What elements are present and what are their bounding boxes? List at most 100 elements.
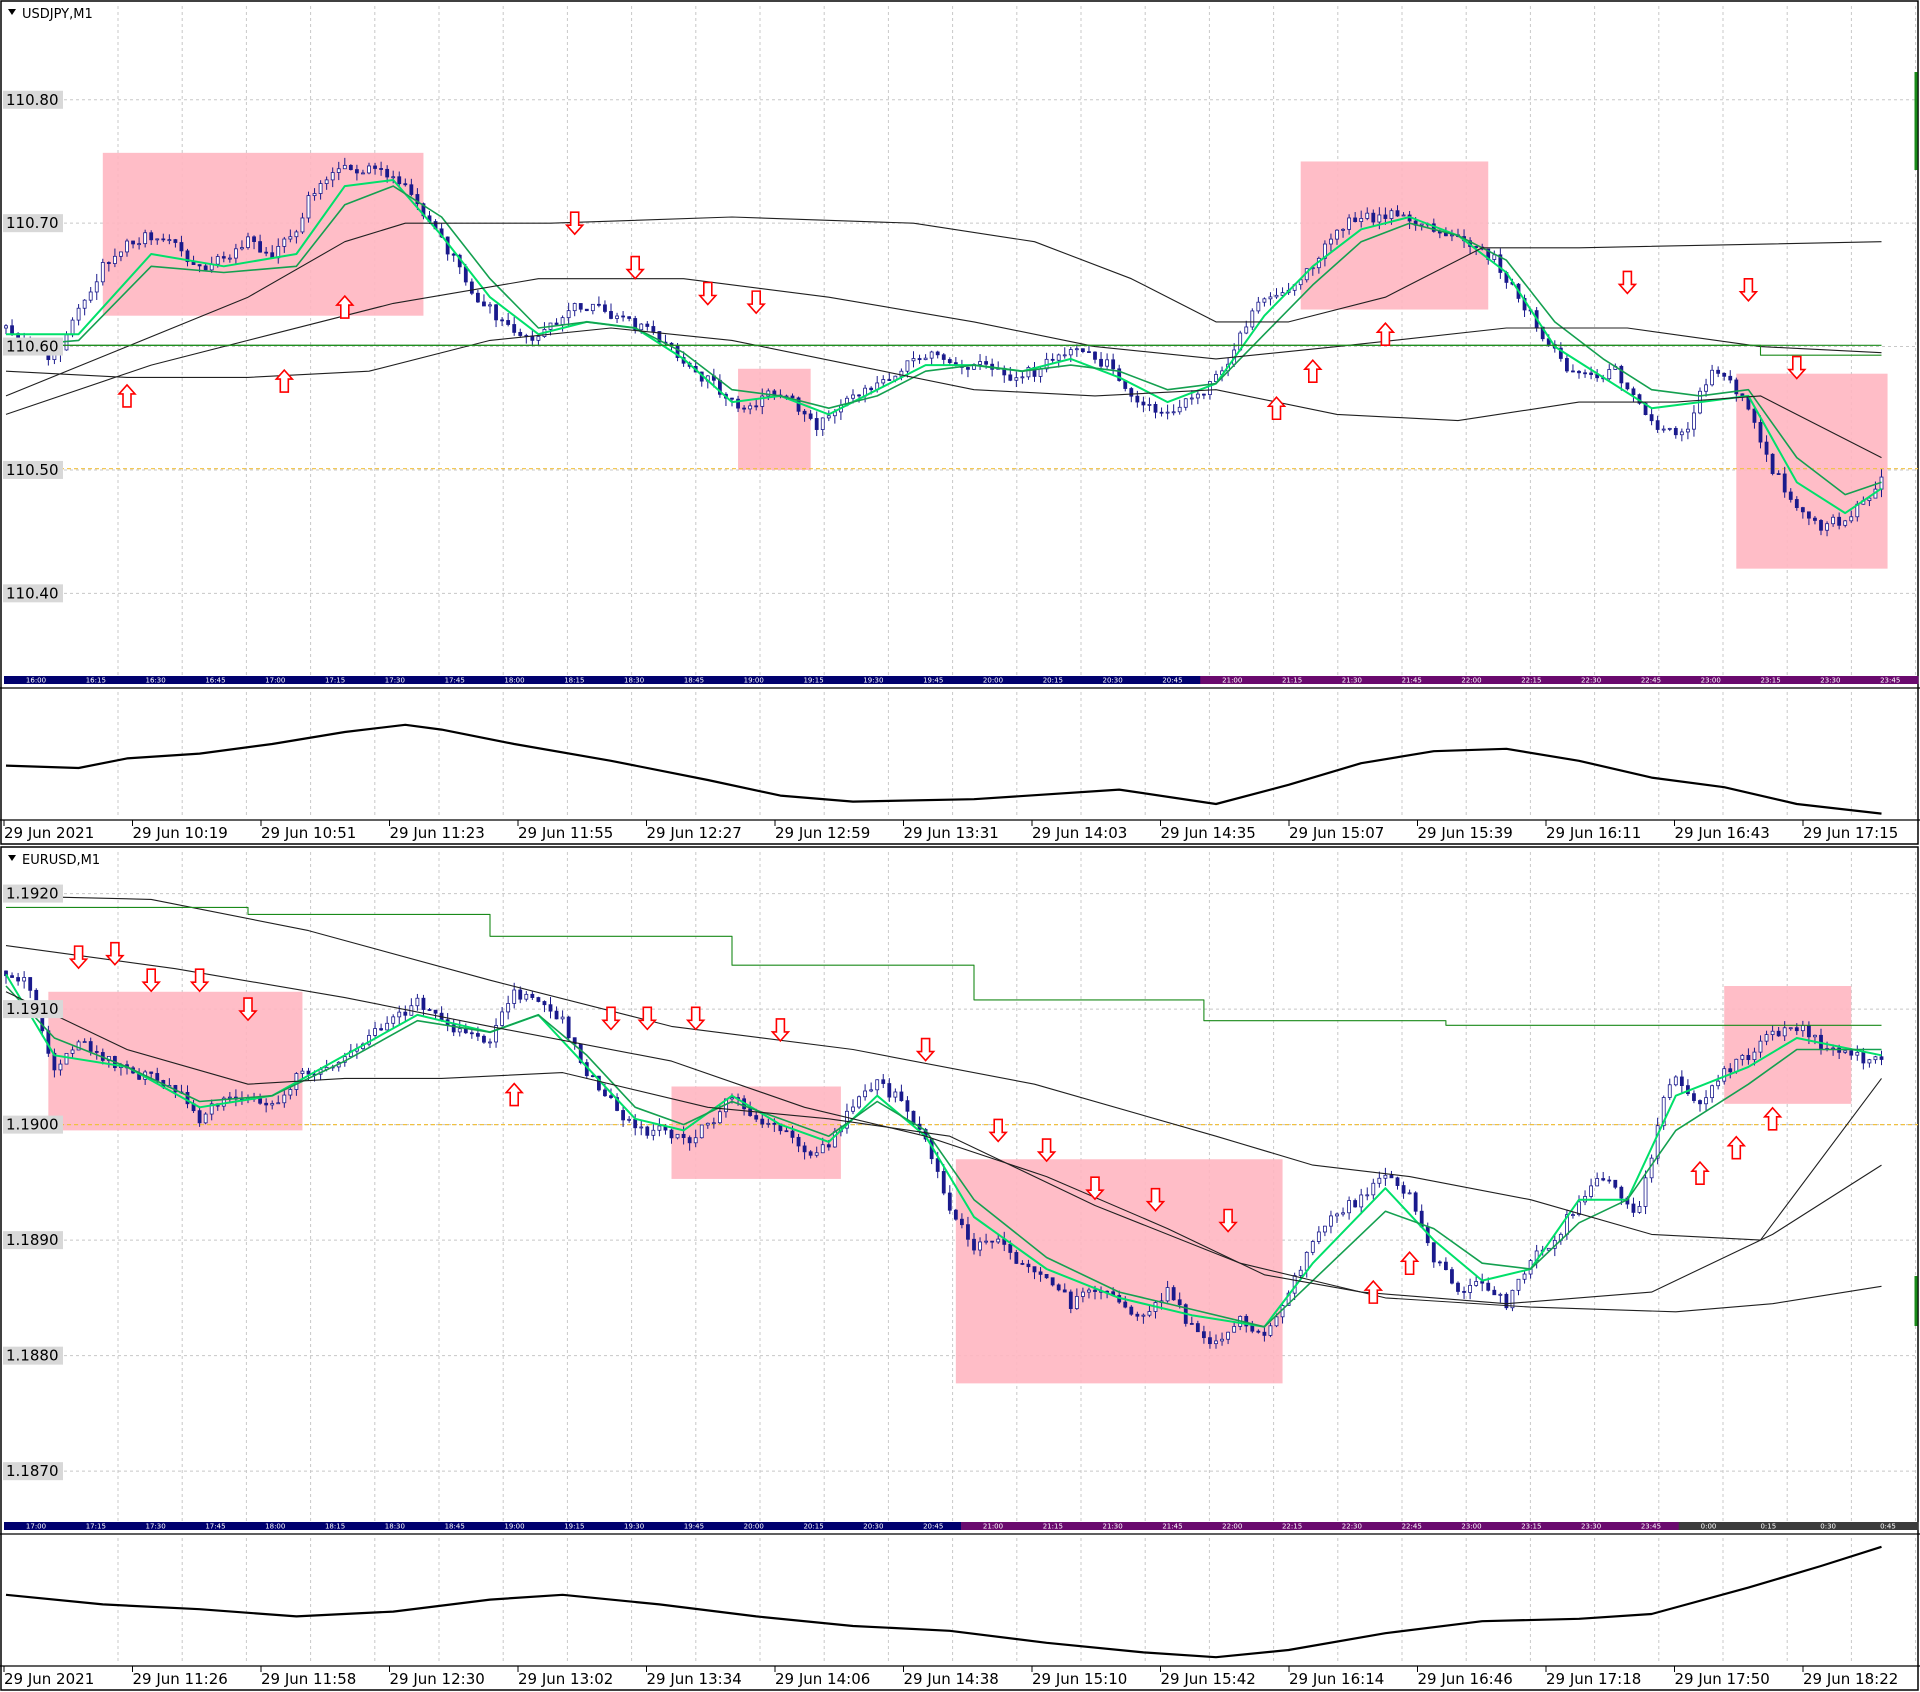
candle-body <box>1619 365 1624 384</box>
series-line-level-7 <box>6 344 1882 356</box>
band-time-label: 20:00 <box>983 677 1003 685</box>
candle-body <box>1516 1278 1521 1291</box>
candle-body <box>70 319 75 336</box>
candle-body <box>905 360 910 372</box>
time-tick-label: 29 Jun 12:59 <box>775 824 870 842</box>
candle-body <box>1244 326 1249 334</box>
candle-body <box>1770 453 1775 474</box>
band-time-label: 21:30 <box>1342 677 1362 685</box>
candle-body <box>1480 1281 1485 1284</box>
price-tick-bg <box>3 1115 63 1134</box>
candle-body <box>1365 212 1370 219</box>
candle-body <box>427 1009 432 1011</box>
candle-body <box>1849 1050 1854 1056</box>
band-segment <box>1260 1522 1321 1530</box>
candle-body <box>1631 1203 1636 1213</box>
band-segment <box>841 1522 902 1530</box>
band-segment <box>1499 676 1560 684</box>
candle-body <box>923 357 928 361</box>
collapse-triangle-icon[interactable] <box>8 855 16 861</box>
candle-body <box>1861 1051 1866 1064</box>
symbol-header: EURUSD,M1 <box>8 853 100 868</box>
band-segment <box>602 676 663 684</box>
candle-body <box>972 1238 976 1251</box>
candle-body <box>1577 1201 1581 1215</box>
candle-body <box>1764 1034 1769 1042</box>
eurusd-chart-window[interactable]: 1.1920 1.1910 1.1900 1.1890 1.1880 1.1870 EURU… <box>0 846 1920 1692</box>
candle-body <box>1202 393 1206 396</box>
candle-body <box>603 304 607 312</box>
band-time-label: 18:30 <box>385 1523 405 1531</box>
band-time-label: 17:15 <box>325 677 345 685</box>
down-arrow-4 <box>189 968 210 993</box>
band-segment <box>781 676 842 684</box>
candle-body <box>1486 1282 1491 1291</box>
candle-body <box>264 251 269 254</box>
candle-body <box>415 997 420 1007</box>
candle-body <box>1274 1316 1279 1327</box>
band-segment <box>1559 676 1620 684</box>
candle-body <box>621 315 625 318</box>
candle-body <box>802 410 807 415</box>
up-arrow-2 <box>1363 1279 1384 1304</box>
candle-body <box>1565 358 1569 372</box>
down-arrow-2 <box>625 255 645 280</box>
candle-body <box>167 239 172 242</box>
series-line-ma-5 <box>5 327 1882 459</box>
candle-body <box>403 1011 408 1016</box>
candle-body <box>560 317 565 325</box>
candle-body <box>1855 1051 1860 1056</box>
candle-body <box>1087 351 1091 354</box>
candle-body <box>512 324 517 333</box>
band-time-label: 21:30 <box>1103 1523 1123 1531</box>
candle-body <box>1214 374 1218 382</box>
band-segment <box>123 1522 184 1530</box>
candle-body <box>1879 1056 1884 1060</box>
up-arrow-6 <box>1375 322 1396 347</box>
band-segment <box>303 676 364 684</box>
session-time-band: 16:00 16:15 16:30 16:45 17:00 17:15 17:30 17:45… <box>4 676 1919 685</box>
candle-body <box>336 168 341 173</box>
candle-body <box>469 281 474 294</box>
band-segment <box>1439 1522 1500 1530</box>
time-axis: 29 Jun 2021 29 Jun 10:19 29 Jun 10:51 29 Ju… <box>3 820 1898 842</box>
down-arrow-10 <box>915 1037 936 1062</box>
band-time-label: 23:15 <box>1760 677 1780 685</box>
candle-body <box>1056 354 1061 361</box>
candle-body <box>1365 1194 1370 1197</box>
band-time-label: 17:45 <box>205 1523 225 1531</box>
candle-body <box>1468 1285 1472 1293</box>
down-arrow-13 <box>1085 1176 1105 1201</box>
candle-body <box>409 184 414 195</box>
candle-body <box>252 236 256 242</box>
candle-body <box>627 316 632 319</box>
highlight-zone-4 <box>1736 373 1888 569</box>
candle-body <box>621 1110 625 1121</box>
candle-body <box>947 359 952 364</box>
band-segment <box>362 676 424 684</box>
band-segment <box>781 1522 842 1530</box>
candle-body <box>1770 1030 1775 1035</box>
band-time-label: 22:00 <box>1222 1523 1242 1531</box>
candle-body <box>1165 1287 1170 1302</box>
candle-body <box>1044 1274 1049 1279</box>
price-tick: 1.1920 <box>3 884 63 903</box>
band-segment <box>1559 1522 1620 1530</box>
band-time-label: 19:00 <box>504 1523 524 1531</box>
band-time-label: 22:15 <box>1282 1523 1302 1531</box>
candle-body <box>215 256 220 265</box>
usdjpy-chart-window[interactable]: 110.80 110.70 110.60 110.50 110.40 USDJPY,M1 1… <box>0 0 1920 846</box>
time-tick-label: 29 Jun 10:51 <box>261 824 356 842</box>
band-time-label: 23:00 <box>1701 677 1721 685</box>
highlight-zone-2 <box>671 1086 841 1179</box>
candle-body <box>1825 523 1829 531</box>
band-time-label: 19:45 <box>684 1523 704 1531</box>
collapse-triangle-icon[interactable] <box>8 9 16 15</box>
up-arrow-1 <box>504 1082 524 1107</box>
candle-body <box>1323 243 1327 259</box>
candle-body <box>530 993 535 998</box>
candle-body <box>113 255 117 264</box>
time-tick-label: 29 Jun 14:06 <box>775 1670 870 1688</box>
candle-body <box>917 358 922 361</box>
candle-body <box>500 1011 505 1026</box>
